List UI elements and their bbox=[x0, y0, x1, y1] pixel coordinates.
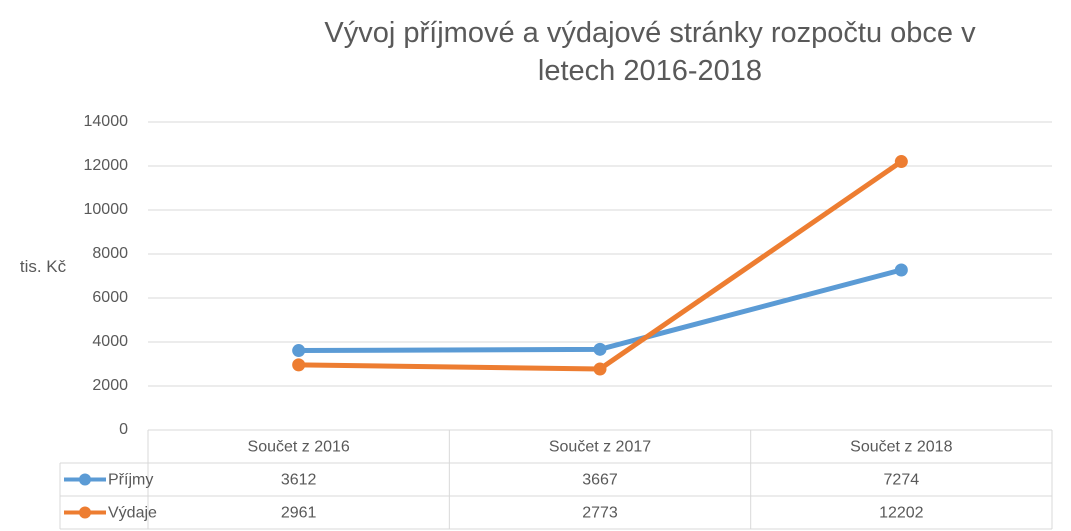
x-tick-label: Součet z 2017 bbox=[549, 439, 651, 456]
x-tick-label: Součet z 2018 bbox=[850, 439, 952, 456]
y-tick-label: 10000 bbox=[84, 201, 129, 218]
x-tick-label: Součet z 2016 bbox=[248, 439, 350, 456]
table-value: 2773 bbox=[582, 505, 618, 522]
legend-marker bbox=[79, 506, 91, 519]
y-tick-label: 6000 bbox=[92, 289, 128, 306]
marker bbox=[593, 362, 607, 376]
table-value: 3667 bbox=[582, 472, 618, 489]
marker bbox=[894, 263, 908, 277]
y-tick-label: 4000 bbox=[92, 333, 128, 350]
legend-label: Výdaje bbox=[108, 505, 157, 522]
chart-title: Vývoj příjmové a výdajové stránky rozpoč… bbox=[324, 17, 976, 87]
legend-label: Příjmy bbox=[108, 472, 153, 489]
table-value: 3612 bbox=[281, 472, 317, 489]
table-value: 12202 bbox=[879, 505, 924, 522]
y-tick-label: 12000 bbox=[84, 157, 129, 174]
table-value: 2961 bbox=[281, 505, 317, 522]
marker bbox=[894, 155, 908, 169]
y-tick-label: 14000 bbox=[84, 113, 129, 130]
y-tick-label: 0 bbox=[119, 421, 128, 438]
marker bbox=[292, 344, 306, 358]
legend-marker bbox=[79, 473, 91, 486]
table-value: 7274 bbox=[884, 472, 920, 489]
y-tick-label: 8000 bbox=[92, 245, 128, 262]
marker bbox=[593, 342, 607, 356]
series-line bbox=[298, 159, 903, 372]
marker bbox=[292, 358, 306, 372]
y-axis-label: tis. Kč bbox=[19, 257, 67, 276]
series-line bbox=[298, 267, 902, 354]
y-tick-label: 2000 bbox=[92, 377, 128, 394]
